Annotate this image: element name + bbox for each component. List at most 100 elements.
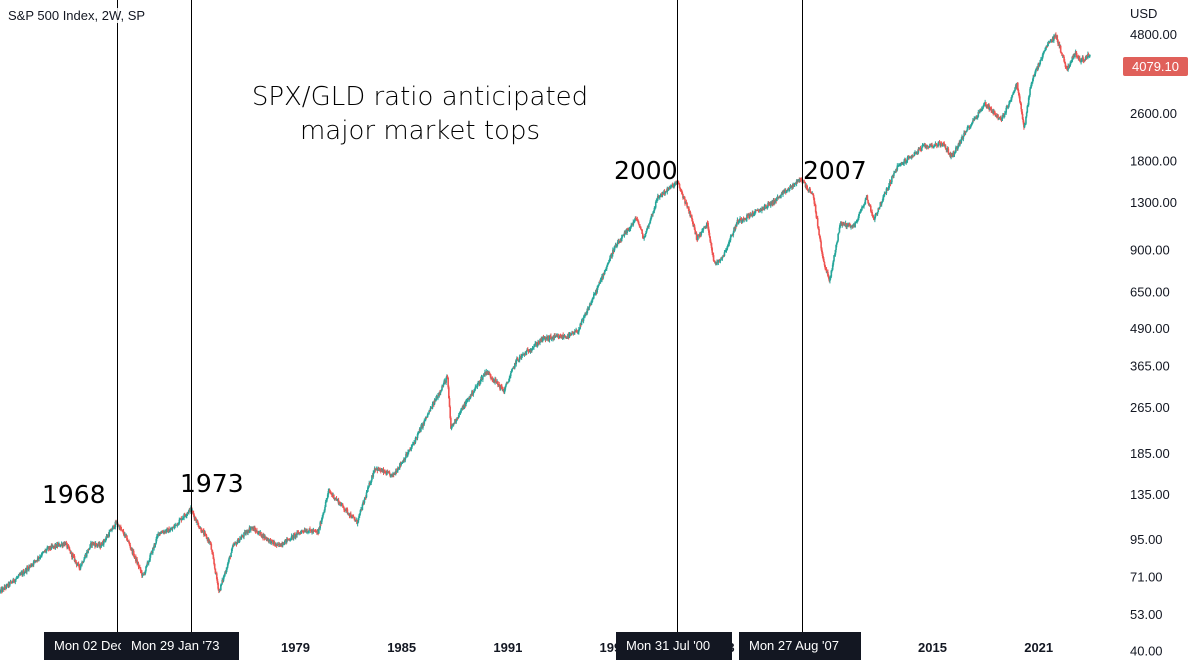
candle-body (501, 386, 503, 389)
candle-body (292, 534, 295, 539)
candle-body (111, 526, 114, 530)
candle-body (209, 542, 212, 545)
candle-body (652, 212, 654, 215)
candle-body (966, 127, 969, 131)
candle-body (557, 335, 560, 337)
candle-body (693, 225, 696, 230)
candle-body (636, 219, 639, 221)
candle-body (812, 193, 814, 196)
candle-body (905, 161, 907, 164)
candle-body (1043, 50, 1046, 52)
candle-body (11, 582, 14, 584)
candle-body (605, 266, 608, 270)
candle-body (573, 331, 576, 334)
candle-body (429, 407, 432, 412)
candle-body (169, 531, 171, 533)
candle-body (101, 542, 104, 545)
candle-body (204, 532, 206, 534)
candle-body (893, 173, 895, 176)
candle-body (128, 542, 131, 546)
candle-body (305, 531, 307, 533)
candle-body (635, 218, 638, 220)
candle-body (1071, 56, 1074, 62)
candle-body (882, 197, 884, 202)
candle-body (13, 578, 15, 582)
candle-body (79, 568, 81, 570)
candle-body (247, 531, 250, 533)
candle-body (423, 420, 426, 424)
candle-body (379, 470, 382, 472)
candle-body (705, 222, 708, 227)
candle-body (160, 533, 162, 535)
candle-body (46, 547, 49, 550)
candle-body (1014, 87, 1016, 91)
candle-body (870, 211, 873, 213)
candle-body (969, 127, 971, 129)
candle-body (542, 336, 545, 339)
candle-body (859, 210, 862, 213)
candle-body (1085, 56, 1088, 59)
candle-body (309, 528, 311, 531)
candle-body (560, 335, 562, 338)
y-tick-label: 1800.00 (1130, 153, 1177, 168)
candle-body (823, 258, 825, 262)
candle-body (592, 294, 595, 299)
candle-body (1009, 100, 1012, 102)
candle-body (1018, 93, 1020, 97)
candle-body (574, 331, 577, 333)
candle-body (198, 526, 200, 529)
candle-body (1024, 123, 1027, 126)
annotation-line-2: major market tops (299, 116, 541, 146)
candle-body (148, 560, 151, 562)
candle-body (158, 532, 161, 535)
candle-body (621, 235, 624, 238)
candle-body (558, 335, 561, 339)
candle-body (16, 577, 19, 579)
candle-body (799, 178, 801, 182)
candle-body (73, 556, 76, 562)
candle-body (719, 260, 722, 262)
candle-body (820, 241, 822, 249)
candle-body (236, 542, 238, 545)
candle-body (347, 513, 350, 515)
candle-body (983, 103, 986, 105)
symbol-title[interactable]: S&P 500 Index, 2W, SP (8, 8, 148, 23)
candle-body (268, 539, 270, 542)
candle-body (740, 218, 743, 222)
candle-body (710, 241, 712, 244)
candle-body (357, 517, 360, 523)
candle-body (365, 497, 367, 499)
candle-body (641, 229, 643, 234)
candle-body (362, 501, 364, 505)
candle-body (737, 220, 740, 224)
candle-body (614, 247, 616, 249)
candle-body (921, 145, 924, 148)
candle-body (803, 181, 806, 184)
candle-body (197, 522, 200, 527)
candle-body (200, 527, 202, 532)
candle-body (662, 193, 665, 195)
candle-body (211, 549, 213, 552)
candle-body (214, 568, 217, 574)
candle-body (193, 515, 196, 519)
candle-body (800, 179, 803, 181)
candle-body (120, 529, 123, 531)
candle-body (173, 525, 176, 528)
candle-body (104, 540, 106, 542)
candle-body (830, 270, 833, 277)
candle-body (731, 235, 734, 237)
candle-body (906, 160, 908, 162)
candle-body (766, 206, 769, 208)
candle-body (140, 570, 143, 572)
candle-body (748, 213, 751, 218)
candle-body (962, 136, 965, 139)
candle-body (673, 183, 675, 188)
candle-body (489, 374, 492, 377)
candle-body (398, 468, 400, 470)
candle-body (1001, 116, 1003, 121)
candle-body (448, 387, 450, 399)
candle-body (605, 269, 607, 271)
candle-body (219, 590, 221, 592)
candle-body (568, 334, 571, 338)
